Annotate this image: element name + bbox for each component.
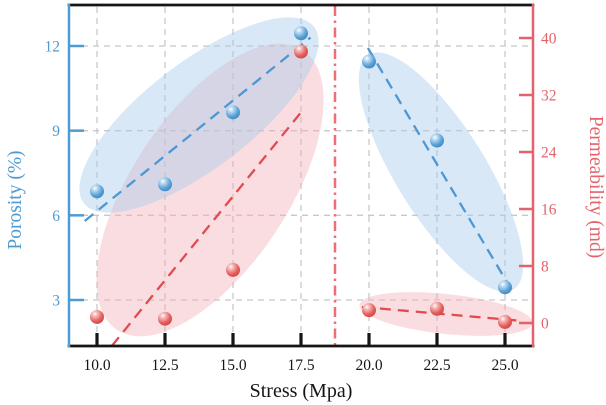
data-point-permeability — [362, 303, 376, 318]
x-tick-label: 17.5 — [287, 357, 314, 374]
right-tick-label: 40 — [541, 31, 557, 48]
right-tick-label: 24 — [541, 145, 557, 162]
right-tick-label: 32 — [541, 88, 557, 105]
porosity-trend-line — [366, 47, 514, 293]
data-point-permeability — [90, 309, 104, 324]
ellipses-layer — [79, 17, 533, 337]
data-point-porosity — [294, 26, 308, 41]
x-tick-label: 22.5 — [423, 357, 450, 374]
data-point-porosity — [430, 133, 444, 148]
right-tick-label: 16 — [541, 202, 557, 219]
x-tick-label: 25.0 — [491, 357, 518, 374]
data-point-porosity — [498, 280, 512, 295]
data-point-porosity — [158, 177, 172, 192]
data-point-permeability — [430, 301, 444, 316]
right-porosity-cluster-ellipse — [358, 52, 524, 292]
points-layer — [90, 26, 512, 329]
spines-layer — [67, 3, 535, 348]
right-tick-label: 0 — [541, 316, 549, 333]
x-tick-label: 15.0 — [219, 357, 246, 374]
left-tick-label: 9 — [52, 123, 60, 140]
data-point-permeability — [294, 44, 308, 59]
data-point-permeability — [226, 262, 240, 277]
right-tick-label: 8 — [541, 259, 549, 276]
data-point-porosity — [226, 105, 240, 120]
tick-labels-layer: 10.0 12.5 15.0 17.5 20.0 22.5 25.0 3 6 9 12 0 8 16 24 3… — [45, 31, 557, 375]
ticks-layer — [69, 36, 533, 346]
data-point-permeability — [158, 311, 172, 326]
left-permeability-cluster-ellipse — [96, 43, 324, 337]
data-point-porosity — [90, 184, 104, 199]
left-tick-label: 3 — [52, 293, 60, 310]
porosity-trend-line — [84, 36, 312, 222]
permeability-trend-line — [111, 109, 304, 347]
right-axis-title: Permeability (md) — [585, 116, 606, 258]
x-tick-label: 10.0 — [83, 357, 110, 374]
right-permeability-cluster-ellipse — [359, 292, 533, 336]
left-tick-label: 12 — [45, 39, 61, 56]
x-tick-label: 20.0 — [355, 357, 382, 374]
data-point-permeability — [498, 314, 512, 329]
x-tick-label: 12.5 — [151, 357, 178, 374]
data-point-porosity — [362, 54, 376, 69]
x-axis-title: Stress (Mpa) — [250, 380, 353, 402]
left-porosity-cluster-ellipse — [79, 17, 319, 213]
left-tick-label: 6 — [52, 208, 60, 225]
left-axis-title: Porosity (%) — [5, 150, 26, 249]
